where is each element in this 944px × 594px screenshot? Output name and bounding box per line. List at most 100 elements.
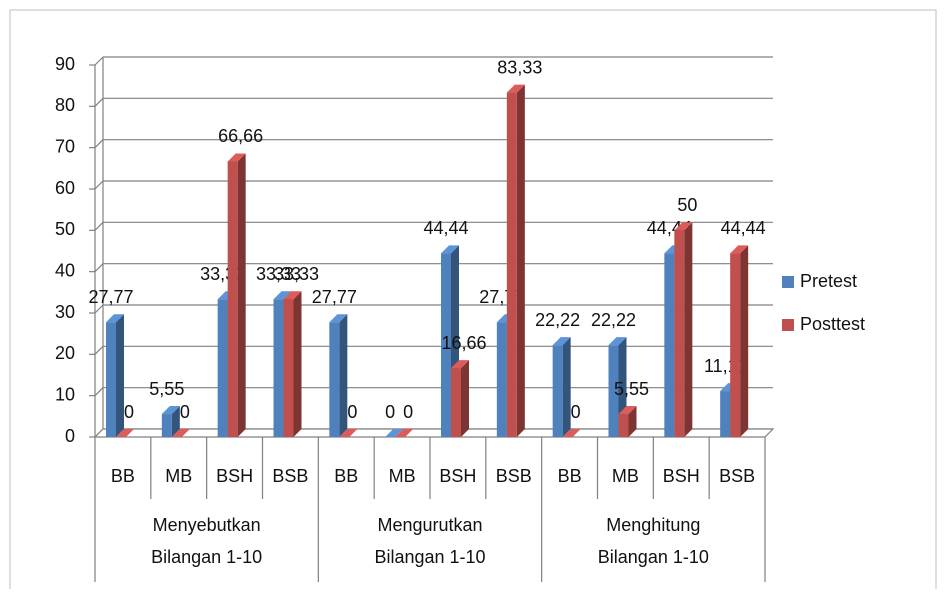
bar (106, 314, 124, 437)
x-tick-label: BSH (663, 466, 700, 486)
y-tick-label: 90 (55, 54, 75, 74)
bar-front (227, 161, 238, 438)
legend-swatch (782, 319, 794, 331)
x-tick-label: MB (165, 466, 192, 486)
bar-front (730, 253, 741, 437)
y-tick-label: 10 (55, 384, 75, 404)
bar-front (674, 230, 685, 437)
x-tick-label: BSH (216, 466, 253, 486)
bar-top (227, 153, 246, 162)
bar-side (171, 406, 180, 437)
grid-depth (94, 56, 104, 66)
bar-top (451, 360, 469, 369)
grid-depth (94, 304, 104, 314)
y-tick-label: 50 (55, 219, 75, 239)
data-label: 44,44 (721, 218, 766, 238)
x-tick-label: MB (612, 466, 639, 486)
bar-side (740, 245, 749, 437)
data-label: 0 (385, 402, 395, 422)
data-label: 0 (124, 402, 134, 422)
bar-top (506, 84, 525, 93)
bar-top (618, 406, 637, 415)
data-label: 22,22 (535, 310, 580, 330)
legend-label: Pretest (800, 271, 857, 291)
data-label: 83,33 (497, 57, 542, 77)
bar (552, 337, 571, 437)
grid-depth (94, 387, 104, 397)
bar-top (339, 429, 358, 437)
y-tick-label: 0 (65, 426, 75, 446)
data-label: 5,55 (614, 379, 649, 399)
bar (116, 429, 134, 437)
bar-top (441, 245, 459, 254)
bar (227, 153, 246, 438)
bar-top (106, 314, 124, 323)
bar (618, 406, 637, 437)
data-label: 0 (571, 402, 581, 422)
data-label: 0 (180, 402, 190, 422)
grid-depth (94, 263, 104, 273)
bar (283, 291, 302, 437)
bar-top (273, 291, 292, 300)
data-label: 50 (677, 195, 697, 215)
bar-top (562, 429, 581, 437)
data-label: 0 (347, 402, 357, 422)
bar-front (451, 368, 461, 437)
y-tick-label: 70 (55, 136, 75, 156)
data-label: 33,33 (256, 264, 301, 284)
legend-swatch (782, 276, 794, 288)
x-tick-label: BB (558, 466, 582, 486)
bar (395, 429, 414, 437)
x-tick-label: BSB (719, 466, 755, 486)
bar (730, 245, 749, 437)
bar (339, 429, 358, 437)
group-label: Bilangan 1-10 (374, 547, 485, 567)
bar-front (552, 345, 563, 437)
data-label: 22,22 (591, 310, 636, 330)
bar-front (506, 92, 517, 437)
x-tick-label: BSH (439, 466, 476, 486)
x-tick-label: BSB (496, 466, 532, 486)
bar-side (628, 406, 637, 437)
grid-depth (94, 345, 104, 355)
bar-front (618, 414, 629, 437)
bar-top (116, 429, 134, 437)
bar (385, 429, 404, 437)
bar-top (552, 337, 571, 346)
bar-side (516, 84, 525, 437)
bar-side (562, 337, 571, 437)
bar-top (730, 245, 749, 254)
grid-depth (94, 97, 104, 107)
group-label: Mengurutkan (377, 515, 482, 535)
x-tick-label: BSB (272, 466, 308, 486)
group-label: Bilangan 1-10 (598, 547, 709, 567)
data-label: 27,77 (88, 287, 133, 307)
bar-side (116, 314, 124, 437)
bar (674, 222, 693, 437)
group-label: Menghitung (606, 515, 700, 535)
group-label: Bilangan 1-10 (151, 547, 262, 567)
grid-depth (94, 180, 104, 190)
x-tick-label: BB (334, 466, 358, 486)
data-label: 0 (403, 402, 413, 422)
data-label: 5,55 (149, 379, 184, 399)
bar (329, 314, 348, 437)
grid-depth (94, 221, 104, 231)
bar (451, 360, 469, 437)
bar-front (329, 322, 340, 437)
bar-top (608, 337, 627, 346)
bar-front (664, 253, 675, 437)
y-tick-label: 60 (55, 178, 75, 198)
bar-front (720, 391, 731, 437)
bar-front (608, 345, 619, 437)
bar-front (283, 299, 294, 437)
bar-top (171, 429, 190, 437)
data-label: 66,66 (218, 126, 263, 146)
y-tick-label: 80 (55, 95, 75, 115)
chart-frame (9, 9, 937, 594)
data-label: 16,66 (441, 333, 486, 353)
bar-front (496, 322, 507, 437)
bar-side (293, 291, 302, 437)
bar-front (441, 253, 451, 437)
